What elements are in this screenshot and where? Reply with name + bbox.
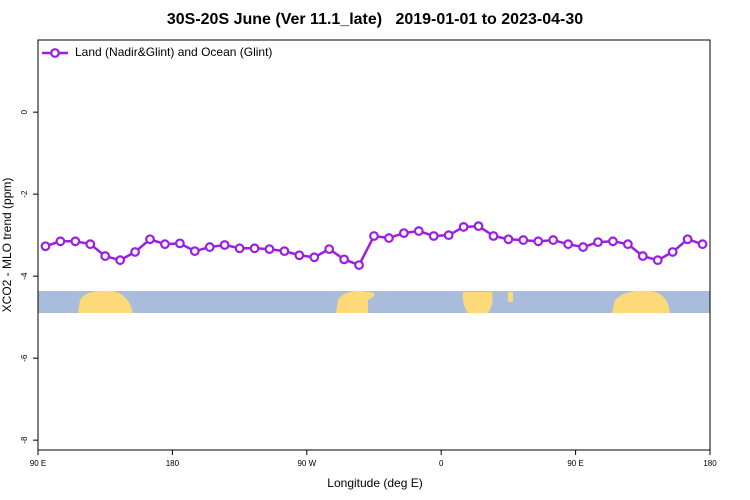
x-tick-label: 90 W (297, 459, 316, 468)
land-patch (612, 290, 670, 313)
data-point (443, 230, 454, 241)
data-point (369, 231, 379, 241)
y-tick-label: -8 (20, 436, 29, 444)
data-point (70, 236, 81, 247)
y-tick-label: -6 (20, 354, 29, 362)
land-patch (78, 290, 133, 313)
data-point (563, 239, 574, 250)
legend-label: Land (Nadir&Glint) and Ocean (Glint) (75, 45, 272, 59)
data-point (294, 250, 305, 261)
x-tick-label: 180 (703, 459, 717, 468)
data-point (115, 255, 126, 266)
data-point (145, 234, 155, 245)
chart-title: 30S-20S June (Ver 11.1_late) 2019-01-01 … (167, 11, 583, 28)
data-point (473, 221, 484, 232)
data-point (593, 237, 603, 248)
data-point (503, 234, 514, 245)
legend-marker (50, 48, 60, 58)
data-point (384, 233, 394, 243)
data-point (398, 228, 409, 239)
data-point (652, 255, 663, 266)
data-point (608, 236, 618, 247)
data-point (667, 247, 678, 257)
x-tick-label: 180 (166, 459, 180, 468)
data-point (204, 242, 215, 252)
x-tick-label: 90 E (30, 459, 46, 468)
data-point (622, 239, 633, 250)
data-point (548, 235, 559, 245)
data-point (518, 235, 529, 245)
data-point (130, 247, 140, 257)
data-point (249, 243, 260, 254)
data-point (85, 239, 96, 250)
x-tick-label: 90 E (567, 459, 583, 468)
data-point (160, 239, 170, 250)
data-point (428, 231, 439, 241)
ocean-strip (38, 291, 710, 313)
data-point (533, 236, 544, 247)
data-point (488, 231, 499, 241)
data-point (578, 242, 588, 252)
y-axis-label: XCO2 - MLO trend (ppm) (0, 178, 14, 313)
y-tick-label: -2 (20, 190, 29, 198)
data-point (264, 244, 275, 255)
data-point (309, 252, 320, 263)
data-point (413, 226, 424, 236)
data-point (55, 236, 66, 247)
data-point (279, 246, 290, 257)
land-patch (336, 291, 375, 313)
data-point (234, 243, 245, 254)
x-tick-label: 0 (439, 459, 444, 468)
data-point (40, 241, 51, 252)
data-point (637, 251, 648, 261)
map-strip (38, 290, 710, 313)
data-point (100, 251, 111, 261)
data-point (697, 239, 708, 250)
data-point (458, 222, 469, 232)
plot-frame (37, 39, 711, 451)
data-point (354, 260, 364, 270)
data-point (324, 244, 335, 255)
data-point (189, 246, 200, 257)
x-axis-label: Longitude (deg E) (327, 476, 422, 490)
land-patch (462, 292, 493, 313)
data-point (219, 240, 230, 250)
data-point (174, 238, 185, 249)
y-tick-label: 0 (20, 109, 29, 114)
land-patch (508, 292, 513, 302)
data-point (339, 254, 350, 265)
y-tick-label: -4 (20, 272, 29, 280)
data-point (682, 234, 693, 245)
